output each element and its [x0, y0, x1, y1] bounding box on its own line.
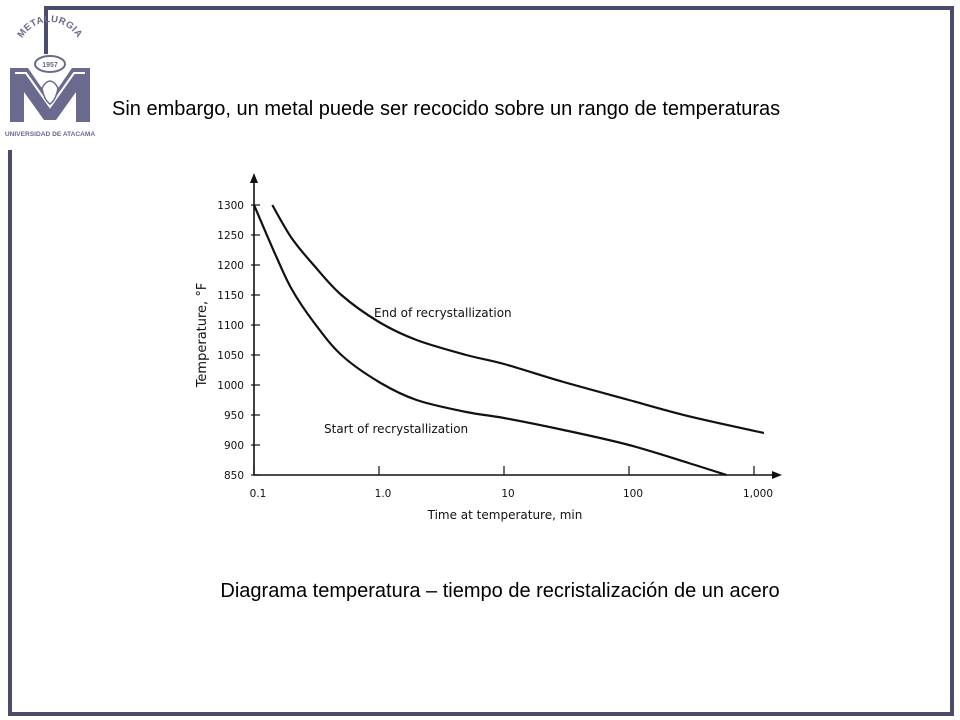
x-tick-label: 0.1	[250, 488, 267, 500]
series-label-start: Start of recrystallization	[324, 422, 468, 436]
x-axis-label: Time at temperature, min	[427, 508, 583, 522]
x-tick-label: 10	[501, 488, 514, 500]
y-tick-label: 1100	[217, 320, 244, 332]
recrystallization-chart: 850 900 950 1000 1050 1100 1150 1200 1250 1300 0.1…	[195, 173, 782, 522]
frame-right-border	[950, 6, 954, 716]
y-tick-label: 1000	[217, 380, 244, 392]
logo-year-badge	[34, 55, 66, 73]
y-tick-label: 1200	[217, 260, 244, 272]
series-line-end-of-recrystallization	[271, 204, 765, 435]
chart-ticks: 850 900 950 1000 1050 1100 1150 1200 1250 1300 0.1…	[217, 200, 773, 500]
y-axis-label: Temperature, °F	[195, 283, 210, 389]
y-tick-label: 850	[224, 470, 244, 482]
logo-m-letter	[10, 68, 90, 122]
x-tick-label: 1.0	[375, 488, 392, 500]
y-tick-label: 1250	[217, 230, 244, 242]
chart-caption: Diagrama temperatura – tiempo de recrist…	[220, 580, 780, 602]
logo-institution-text: UNIVERSIDAD DE ATACAMA	[5, 131, 96, 138]
series-label-end: End of recrystallization	[374, 306, 512, 320]
frame-bottom-border	[8, 712, 954, 716]
logo-year: 1957	[42, 62, 58, 69]
logo-drop-emblem	[41, 80, 59, 105]
y-tick-label: 1050	[217, 350, 244, 362]
y-tick-label: 1300	[217, 200, 244, 212]
university-logo: METALURGIA 1957 UNIVERSIDAD DE ATACAMA	[5, 14, 96, 138]
series-line-start-of-recrystallization	[252, 204, 727, 477]
frame-top-border	[44, 6, 954, 10]
x-tick-label: 100	[623, 488, 643, 500]
y-tick-label: 900	[224, 440, 244, 452]
y-tick-label: 950	[224, 410, 244, 422]
frame-left-upper-border	[44, 6, 48, 54]
x-axis-arrow	[772, 471, 782, 479]
chart-series	[252, 204, 765, 477]
frame-left-border	[8, 150, 12, 716]
logo-m-inner-line	[15, 72, 85, 109]
x-tick-label: 1,000	[743, 488, 773, 500]
logo-arc-text: METALURGIA	[15, 14, 84, 40]
slide-heading: Sin embargo, un metal puede ser recocido…	[112, 98, 781, 120]
y-axis-arrow	[250, 173, 258, 183]
y-tick-label: 1150	[217, 290, 244, 302]
